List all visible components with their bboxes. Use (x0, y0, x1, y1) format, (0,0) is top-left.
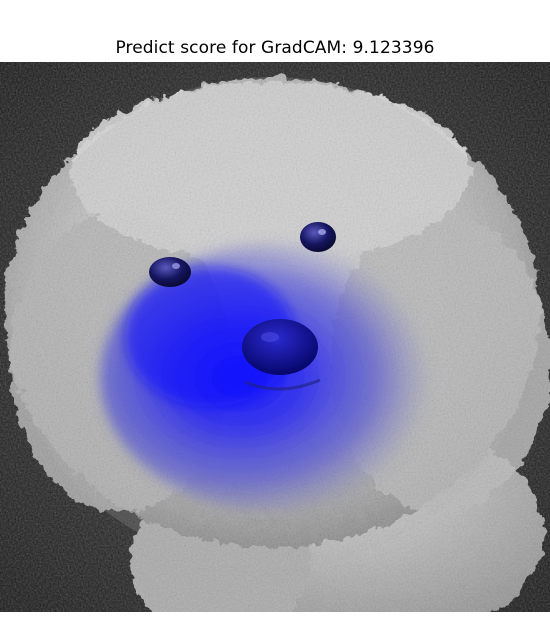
gradcam-image (0, 62, 550, 612)
dog-heatmap-illustration (0, 62, 550, 612)
dog-eyes (149, 222, 336, 287)
figure-title: Predict score for GradCAM: 9.123396 (115, 38, 435, 58)
dog-nose (242, 319, 318, 375)
left-eye (149, 257, 191, 287)
right-eye (300, 222, 336, 252)
gradcam-heatmap (100, 242, 450, 512)
dog-mouth (244, 378, 321, 391)
